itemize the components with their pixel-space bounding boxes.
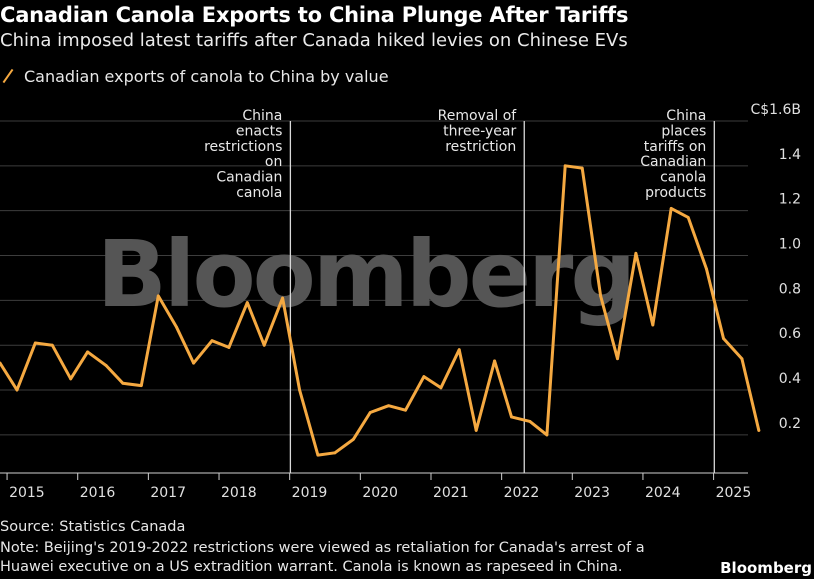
data-point — [422, 375, 426, 378]
bloomberg-logo: Bloomberg — [720, 559, 812, 577]
data-point — [404, 408, 407, 412]
data-point — [599, 294, 602, 298]
data-point — [192, 361, 195, 365]
data-point — [474, 429, 478, 432]
data-point — [281, 296, 285, 300]
annotation-text: China — [666, 108, 706, 124]
data-point — [616, 357, 619, 361]
annotation-text: Canadian — [640, 154, 706, 170]
data-point — [387, 404, 390, 408]
x-tick-label: 2015 — [9, 485, 45, 501]
x-tick-label: 2021 — [433, 485, 469, 501]
x-tick-label: 2017 — [150, 485, 186, 501]
y-tick-label: 0.8 — [779, 281, 801, 297]
annotation-text: canola — [660, 170, 706, 186]
annotation-text: three-year — [443, 123, 516, 139]
data-point — [262, 343, 266, 347]
data-point — [33, 341, 37, 345]
data-point — [298, 388, 301, 392]
x-tick-label: 2018 — [221, 485, 257, 501]
data-point — [227, 346, 231, 349]
legend-label: Canadian exports of canola to China by v… — [24, 66, 389, 86]
annotation-text: restriction — [445, 139, 516, 155]
series-line-canola-exports — [0, 164, 761, 457]
annotation-text: Removal of — [438, 108, 518, 124]
y-tick-label: 1.2 — [779, 192, 801, 208]
annotation-text: tariffs on — [644, 139, 707, 155]
annotation-text: products — [645, 185, 706, 201]
data-point — [740, 357, 744, 361]
data-point — [121, 381, 125, 385]
data-point — [439, 386, 443, 390]
x-tick-label: 2016 — [80, 485, 116, 501]
data-point — [528, 420, 532, 423]
annotation-text: on — [265, 154, 282, 170]
data-point — [156, 294, 160, 298]
data-point — [69, 377, 73, 381]
chart-title: Canadian Canola Exports to China Plunge … — [0, 3, 629, 27]
data-point — [722, 337, 725, 340]
y-tick-label: 0.2 — [779, 416, 801, 432]
data-point — [563, 164, 567, 168]
annotation-text: enacts — [236, 123, 283, 139]
annotation-text: places — [661, 123, 706, 139]
x-tick-label: 2025 — [716, 485, 752, 501]
data-point — [545, 433, 549, 437]
y-tick-label: 0.4 — [779, 371, 801, 387]
x-tick-label: 2020 — [362, 485, 398, 501]
note-line-2: Huawei executive on a US extradition war… — [0, 559, 623, 575]
data-point — [104, 363, 108, 367]
y-tick-label: 0.6 — [779, 326, 801, 342]
data-point — [316, 453, 320, 457]
data-point — [175, 325, 179, 329]
data-point — [0, 361, 2, 365]
x-tick-label: 2024 — [645, 485, 681, 501]
data-point — [634, 251, 638, 255]
annotation-text: canola — [236, 185, 282, 201]
chart-subtitle: China imposed latest tariffs after Canad… — [0, 30, 628, 51]
y-tick-label: 1.4 — [779, 147, 801, 163]
data-point — [139, 384, 143, 387]
x-tick-label: 2019 — [292, 485, 328, 501]
annotation-text: China — [242, 108, 282, 124]
annotation-text: Canadian — [216, 170, 282, 186]
data-point — [757, 429, 761, 432]
data-point — [15, 388, 19, 392]
data-point — [510, 415, 513, 419]
annotation-text: restrictions — [204, 139, 282, 155]
data-point — [457, 348, 461, 352]
data-point — [705, 267, 708, 271]
y-tick-label: C$1.6B — [750, 102, 801, 118]
note-line-1: Note: Beijing's 2019-2022 restrictions w… — [0, 540, 645, 556]
legend: Canadian exports of canola to China by v… — [0, 66, 389, 86]
data-point — [245, 301, 249, 305]
data-point — [669, 207, 673, 210]
data-point — [351, 437, 355, 441]
data-point — [651, 323, 655, 327]
data-point — [686, 216, 690, 219]
data-point — [493, 359, 496, 363]
data-point — [50, 343, 54, 347]
source-note: Source: Statistics Canada — [0, 519, 186, 535]
bloomberg-watermark: Bloomberg — [97, 221, 633, 328]
data-point — [368, 411, 372, 414]
data-point — [580, 166, 584, 170]
data-point — [333, 451, 337, 455]
data-point — [86, 350, 90, 354]
data-point — [210, 339, 214, 343]
x-tick-label: 2023 — [574, 485, 610, 501]
y-tick-label: 1.0 — [779, 237, 801, 253]
x-tick-label: 2022 — [504, 485, 540, 501]
